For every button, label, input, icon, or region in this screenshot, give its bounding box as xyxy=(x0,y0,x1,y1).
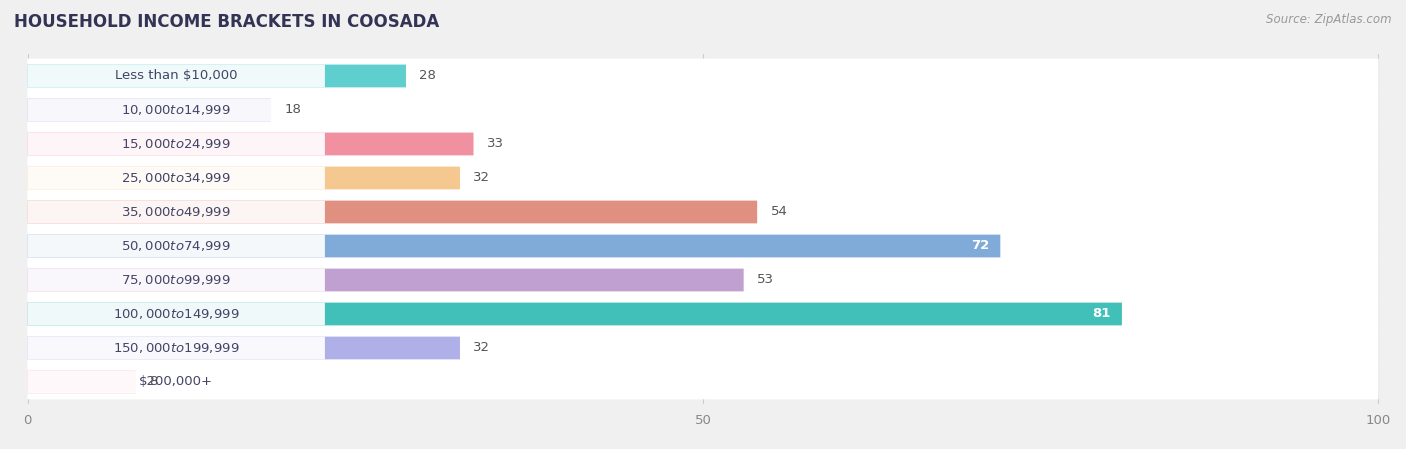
FancyBboxPatch shape xyxy=(28,99,271,121)
Text: $10,000 to $14,999: $10,000 to $14,999 xyxy=(121,103,231,117)
Text: Source: ZipAtlas.com: Source: ZipAtlas.com xyxy=(1267,13,1392,26)
Text: $15,000 to $24,999: $15,000 to $24,999 xyxy=(121,137,231,151)
Text: 72: 72 xyxy=(972,239,990,252)
FancyBboxPatch shape xyxy=(28,65,325,88)
FancyBboxPatch shape xyxy=(27,127,1379,161)
Text: 32: 32 xyxy=(474,172,491,185)
FancyBboxPatch shape xyxy=(28,337,325,359)
Text: HOUSEHOLD INCOME BRACKETS IN COOSADA: HOUSEHOLD INCOME BRACKETS IN COOSADA xyxy=(14,13,439,31)
FancyBboxPatch shape xyxy=(28,269,744,291)
FancyBboxPatch shape xyxy=(27,195,1379,229)
FancyBboxPatch shape xyxy=(27,92,1379,128)
FancyBboxPatch shape xyxy=(27,330,1379,365)
FancyBboxPatch shape xyxy=(28,370,136,393)
FancyBboxPatch shape xyxy=(28,337,460,359)
FancyBboxPatch shape xyxy=(27,161,1379,195)
Text: $35,000 to $49,999: $35,000 to $49,999 xyxy=(121,205,231,219)
FancyBboxPatch shape xyxy=(27,229,1379,263)
FancyBboxPatch shape xyxy=(27,59,1379,93)
Text: 53: 53 xyxy=(756,273,775,286)
FancyBboxPatch shape xyxy=(28,303,1122,326)
FancyBboxPatch shape xyxy=(28,201,325,224)
FancyBboxPatch shape xyxy=(27,365,1379,399)
Text: 28: 28 xyxy=(419,70,436,83)
FancyBboxPatch shape xyxy=(28,370,325,393)
Text: $100,000 to $149,999: $100,000 to $149,999 xyxy=(112,307,239,321)
FancyBboxPatch shape xyxy=(28,99,325,121)
FancyBboxPatch shape xyxy=(28,234,1000,257)
FancyBboxPatch shape xyxy=(28,234,325,257)
FancyBboxPatch shape xyxy=(28,201,758,224)
Text: 81: 81 xyxy=(1092,308,1111,321)
FancyBboxPatch shape xyxy=(27,297,1379,331)
Text: $150,000 to $199,999: $150,000 to $199,999 xyxy=(112,341,239,355)
Text: 33: 33 xyxy=(486,137,503,150)
FancyBboxPatch shape xyxy=(28,132,325,155)
FancyBboxPatch shape xyxy=(28,269,325,291)
FancyBboxPatch shape xyxy=(28,303,325,326)
FancyBboxPatch shape xyxy=(28,167,325,189)
Text: 18: 18 xyxy=(284,103,301,116)
FancyBboxPatch shape xyxy=(28,167,460,189)
Text: 54: 54 xyxy=(770,206,787,219)
FancyBboxPatch shape xyxy=(28,132,474,155)
Text: 8: 8 xyxy=(149,375,157,388)
Text: $50,000 to $74,999: $50,000 to $74,999 xyxy=(121,239,231,253)
Text: 32: 32 xyxy=(474,342,491,355)
Text: $75,000 to $99,999: $75,000 to $99,999 xyxy=(121,273,231,287)
FancyBboxPatch shape xyxy=(27,263,1379,297)
FancyBboxPatch shape xyxy=(28,65,406,88)
Text: $25,000 to $34,999: $25,000 to $34,999 xyxy=(121,171,231,185)
Text: $200,000+: $200,000+ xyxy=(139,375,214,388)
Text: Less than $10,000: Less than $10,000 xyxy=(115,70,238,83)
